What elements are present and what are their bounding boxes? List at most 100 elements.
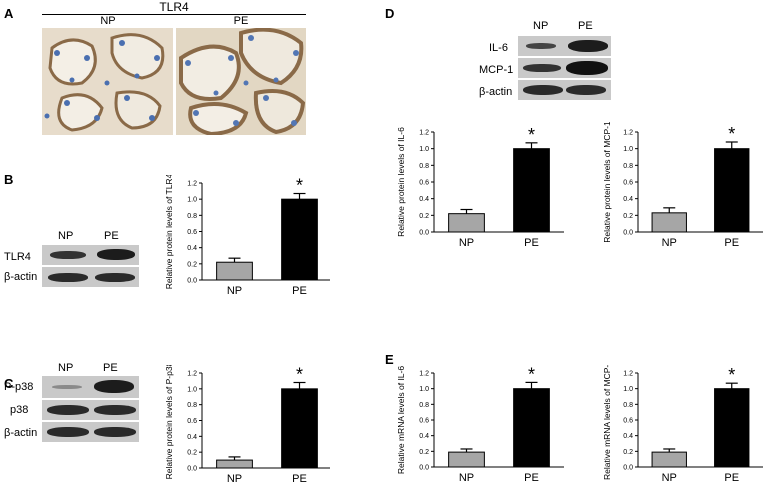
band-pe [566,61,608,75]
bar-np [216,261,253,281]
band-np [50,251,86,259]
y-tick-label: 0.8 [187,213,197,220]
band-pe [568,40,608,52]
y-tick-label: 0.8 [187,402,197,409]
bar-pe [714,388,750,468]
category-label: PE [524,472,539,484]
y-tick-label: 0.0 [187,278,197,285]
blot-strip-tlr4 [42,245,139,265]
y-tick-label: 0.0 [419,230,429,237]
row-label-p-p38: P-p38 [4,381,34,393]
row-label-beta-actin: β-actin [4,271,38,283]
y-tick-label: 0.4 [187,434,197,441]
blot-strip-beta-actin [42,267,139,287]
y-tick-label: 1.2 [187,371,197,378]
y-tick-label: 0.4 [187,245,197,252]
micrograph-label-pe: PE [233,15,249,27]
y-tick-label: 0.6 [419,180,429,187]
y-tick-label: 1.2 [623,130,633,137]
y-tick-label: 0.2 [623,449,633,456]
row-label-mcp-1: MCP-1 [479,64,514,76]
lane-label-pe: PE [103,362,118,374]
bar-chart-il-6-mrna: 0.0 0.2 0.4 0.6 0.8 1.0 1.2 Relative mRNA level… [396,365,564,484]
y-axis-label: Relative mRNA levels of IL-6 [396,366,406,474]
y-tick-label: 0.4 [419,196,429,203]
micrograph-np [42,28,173,135]
y-tick-label: 0.4 [419,433,429,440]
significance-asterisk: * [296,176,303,196]
blot-strip-beta-actin [42,422,139,442]
panel-letter-a: A [4,6,14,21]
y-tick-label: 0.2 [419,449,429,456]
y-tick-label: 0.6 [419,418,429,425]
y-tick-label: 0.8 [419,163,429,170]
y-axis-label: Relative protein levels of TLR4 [164,175,174,289]
y-tick-label: 0.0 [623,230,633,237]
y-tick-label: 0.2 [623,213,633,220]
y-tick-label: 1.2 [419,371,429,378]
blot-strip-p-p38 [42,376,139,398]
bar-np [216,459,253,469]
band-np [47,405,89,415]
bar-pe [281,198,318,281]
lane-label-np: NP [533,20,549,32]
row-label-beta-actin: β-actin [4,427,38,439]
y-tick-label: 0.6 [623,180,633,187]
row-label-p38: p38 [10,404,29,416]
y-tick-label: 1.0 [419,386,429,393]
bar-np [448,451,485,468]
bar-pe [714,148,750,233]
bar-chart-tlr4: 0.0 0.2 0.4 0.6 0.8 1.0 1.2 Relative protein le… [164,175,330,297]
y-tick-label: 0.0 [187,466,197,473]
y-tick-label: 1.2 [187,181,197,188]
blot-strip-mcp-1 [518,58,611,78]
category-label: PE [524,237,539,249]
category-label: NP [459,237,474,249]
category-label: NP [662,472,677,484]
lane-label-pe: PE [104,230,119,242]
band-pe [94,380,134,393]
blot-strip-beta-actin [518,80,611,100]
y-tick-label: 1.0 [623,146,633,153]
y-axis-label: Relative mRNA levels of MCP-1 [602,365,612,480]
y-tick-label: 1.2 [419,130,429,137]
blot-strip-il-6 [518,36,611,56]
title-underline [42,14,306,15]
y-tick-label: 0.0 [419,465,429,472]
bar-np [651,212,687,233]
y-axis-label: Relative protein levels of IL-6 [396,127,406,237]
band-pe [95,273,135,282]
row-label-il-6: IL-6 [489,42,508,54]
micrograph-title: TLR4 [159,0,189,14]
band-pe [97,249,135,260]
significance-asterisk: * [296,365,303,385]
bar-chart-mcp-1-mrna: 0.0 0.2 0.4 0.6 0.8 1.0 1.2 Relative mRNA level… [602,365,763,484]
y-tick-label: 1.2 [623,371,633,378]
panel-letter-e: E [385,352,394,367]
y-tick-label: 0.4 [623,196,633,203]
band-np [52,385,82,389]
lane-label-np: NP [58,230,74,242]
row-label-tlr4: TLR4 [4,251,31,263]
micrograph-pe [176,28,306,135]
bar-np [651,451,687,468]
y-axis-label: Relative protein levels of MCP-1 [602,122,612,243]
row-label-beta-actin: β-actin [479,86,513,98]
significance-asterisk: * [528,125,535,145]
bar-pe [513,148,550,233]
y-tick-label: 0.8 [623,402,633,409]
y-tick-label: 1.0 [419,146,429,153]
bar-chart-mcp-1-protein: 0.0 0.2 0.4 0.6 0.8 1.0 1.2 Relative protein le… [602,122,763,249]
significance-asterisk: * [528,365,535,384]
band-np [48,273,88,282]
y-tick-label: 0.2 [187,450,197,457]
band-np [526,43,556,49]
panel-letter-c: C [4,376,14,391]
bar-pe [513,388,550,468]
bar-chart-il-6-protein: 0.0 0.2 0.4 0.6 0.8 1.0 1.2 Relative protein le… [396,125,564,249]
category-label: PE [292,285,307,297]
significance-asterisk: * [728,124,735,144]
panel-letter-d: D [385,6,395,21]
category-label: PE [292,473,307,485]
